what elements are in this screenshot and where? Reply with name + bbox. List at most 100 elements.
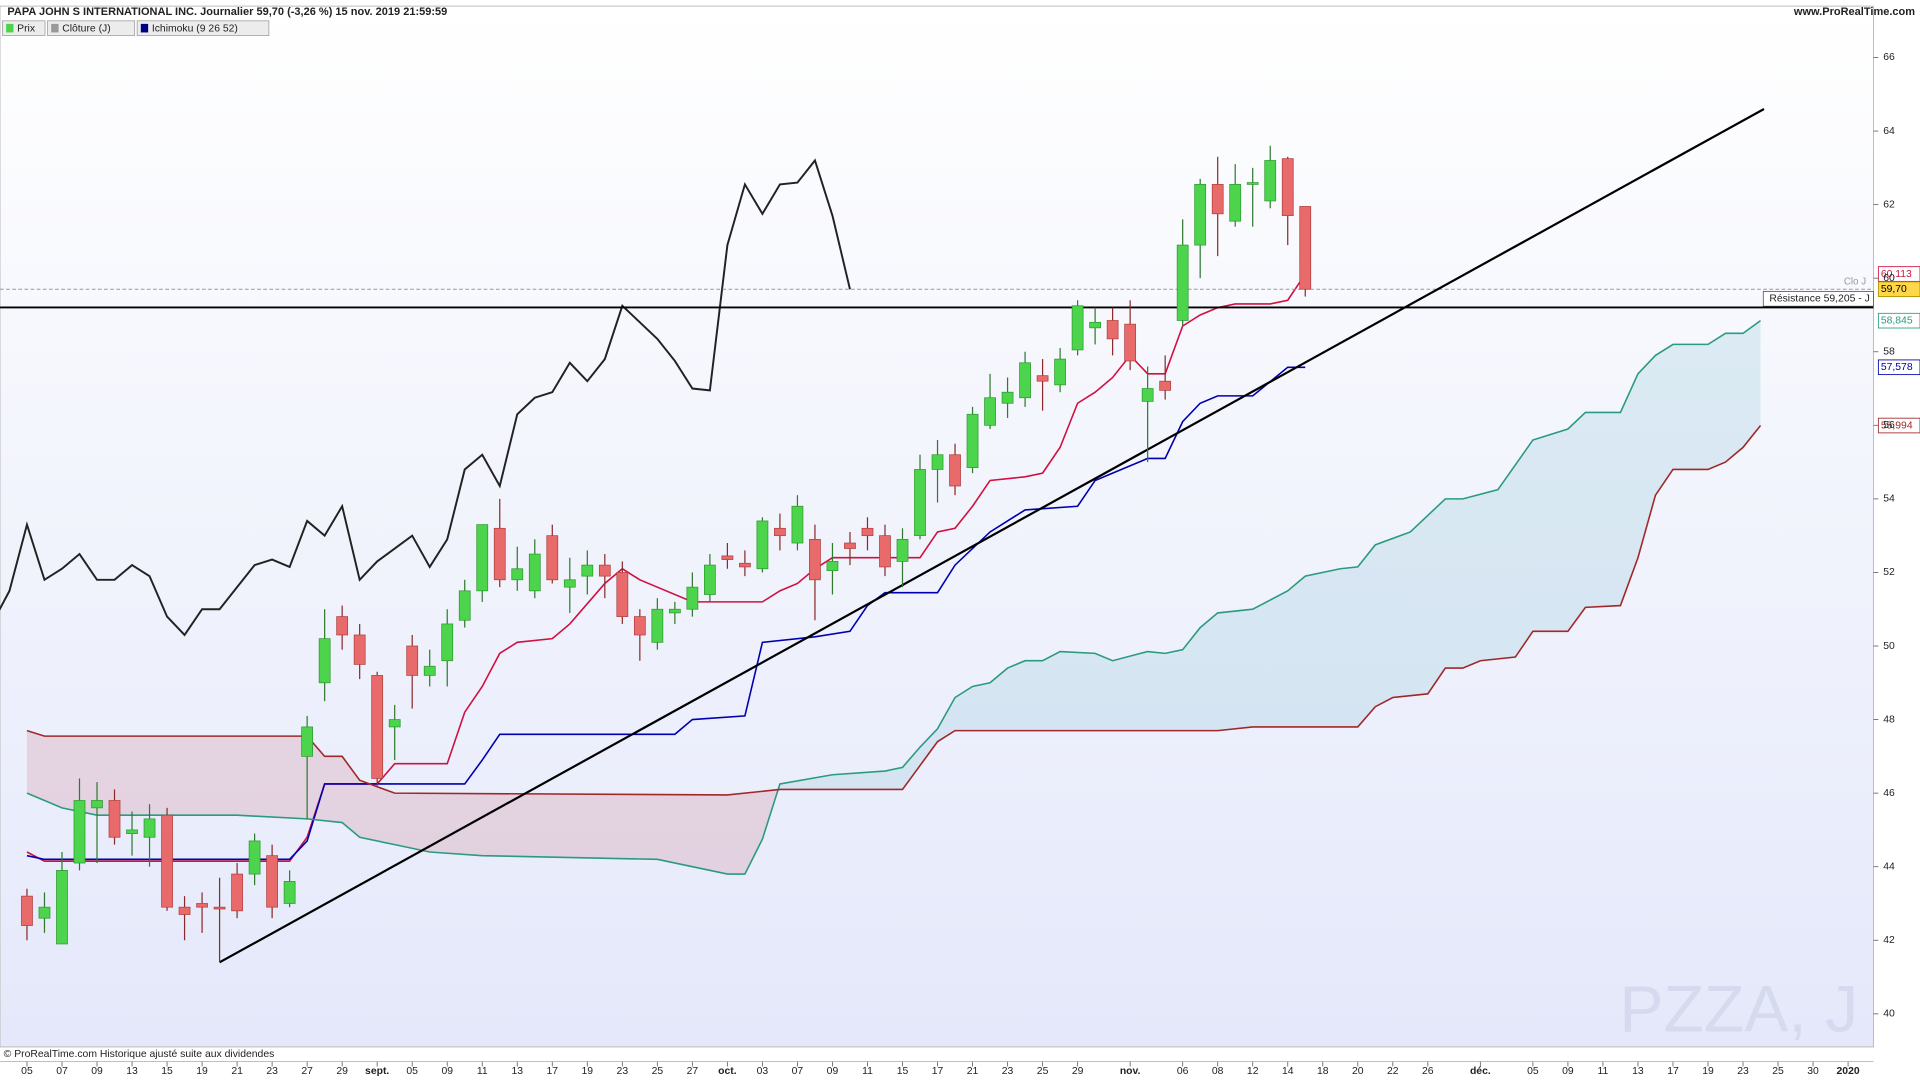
x-tick-label: 13 <box>126 1066 138 1077</box>
legend-item <box>136 20 270 36</box>
plot: PZZA, J Clo J <box>0 108 1874 1046</box>
value-tag <box>1877 359 1920 376</box>
x-tick-label: 07 <box>792 1066 804 1077</box>
x-tick-label: déc. <box>1470 1066 1491 1077</box>
x-tick-label: 25 <box>1772 1066 1784 1077</box>
y-tick-label: 64 <box>1883 126 1895 137</box>
candle-body <box>283 881 296 904</box>
candle-body <box>581 564 594 577</box>
candle-body <box>1299 206 1312 290</box>
candle-body <box>651 608 664 643</box>
x-tick-label: nov. <box>1120 1066 1141 1077</box>
x-tick-label: 25 <box>652 1066 664 1077</box>
candle-body <box>879 535 891 568</box>
x-tick-label: 23 <box>1002 1066 1014 1077</box>
candle-body <box>721 555 734 560</box>
legend-swatch <box>6 23 14 33</box>
candle-body <box>896 538 909 562</box>
x-tick-label: 09 <box>827 1066 839 1077</box>
x-tick-label: 12 <box>1247 1066 1259 1077</box>
y-tick-label: 60 <box>1883 273 1895 284</box>
y-tick-label: 46 <box>1883 788 1895 799</box>
y-tick-label: 40 <box>1883 1009 1895 1020</box>
candle-body <box>336 616 349 636</box>
candle-body <box>1036 375 1049 382</box>
candle-body <box>633 616 646 636</box>
candle-body <box>563 579 576 588</box>
candle-body <box>441 623 454 662</box>
candle-body <box>56 870 68 945</box>
x-tick-label: 22 <box>1387 1066 1399 1077</box>
ichimoku-line <box>26 425 1762 796</box>
candle-body <box>196 903 208 908</box>
x-tick-label: 23 <box>617 1066 629 1077</box>
candle-body <box>1089 321 1101 329</box>
candle-body <box>1141 388 1154 402</box>
y-tick-label: 66 <box>1883 52 1895 63</box>
candle-body <box>38 906 51 919</box>
candle-body <box>161 814 173 908</box>
candle-body <box>353 634 366 665</box>
ichimoku-line <box>26 366 1306 861</box>
x-tick-label: 17 <box>932 1066 944 1077</box>
footer: © ProRealTime.com Historique ajusté suit… <box>4 1049 275 1060</box>
value-tag <box>1877 281 1920 297</box>
y-tick-label: 62 <box>1883 199 1895 210</box>
candle-body <box>984 397 996 426</box>
candle-body <box>826 561 839 571</box>
x-tick-label: 29 <box>336 1066 348 1077</box>
x-tick-label: 13 <box>1632 1066 1644 1077</box>
candle-body <box>931 454 944 470</box>
candle-body <box>231 873 243 912</box>
candle-body <box>1019 362 1031 399</box>
x-tick-label: 06 <box>1177 1066 1189 1077</box>
x-tick-label: 09 <box>1562 1066 1574 1077</box>
candle-body <box>528 553 541 592</box>
x-tick-label: 26 <box>1422 1066 1434 1077</box>
x-tick-label: 21 <box>967 1066 979 1077</box>
candle-body <box>598 564 611 577</box>
candle-body <box>108 800 121 838</box>
candle-body <box>493 527 506 581</box>
x-tick-label: 25 <box>1037 1066 1049 1077</box>
candle-body <box>1001 391 1014 404</box>
y-tick-label: 42 <box>1883 935 1895 946</box>
candle-body <box>406 645 419 676</box>
x-tick-label: 11 <box>862 1066 873 1077</box>
legend-swatch <box>51 23 59 33</box>
chart-title: PAPA JOHN S INTERNATIONAL INC. Journalie… <box>7 6 447 18</box>
plot-area <box>0 5 1874 1048</box>
resistance-label-box <box>1762 291 1874 307</box>
x-tick-label: 17 <box>1667 1066 1679 1077</box>
x-tick-label: 09 <box>91 1066 103 1077</box>
candle-body <box>476 524 489 592</box>
candle-body <box>1159 380 1172 391</box>
candle-body <box>1246 182 1259 185</box>
x-tick-label: 03 <box>757 1066 769 1077</box>
y-tick-label: 54 <box>1883 494 1895 505</box>
candle-body <box>1106 320 1119 340</box>
candle-body <box>178 906 191 915</box>
candle-body <box>1281 158 1294 217</box>
y-tick-label: 48 <box>1883 714 1895 725</box>
overlay: Résistance 59,205 - J 60,113 57,578 58,845 5… <box>1762 266 1920 434</box>
x-tick-label: 29 <box>1072 1066 1084 1077</box>
candle-body <box>1211 184 1224 215</box>
resistance-label: Résistance 59,205 - J <box>1769 294 1870 305</box>
candle-body <box>861 527 874 537</box>
x-tick-label: 13 <box>511 1066 523 1077</box>
x-tick-label: 11 <box>477 1066 488 1077</box>
cloud <box>26 730 779 875</box>
x-tick-label: sept. <box>365 1066 389 1077</box>
candle-body <box>423 665 436 676</box>
ichimoku-line <box>26 320 1761 875</box>
x-tick-label: 30 <box>1807 1066 1819 1077</box>
candle-body <box>388 719 401 728</box>
candle-body <box>791 505 804 544</box>
x-tick-label: 11 <box>1598 1066 1609 1077</box>
x-tick-label: 27 <box>687 1066 699 1077</box>
candle-body <box>949 454 961 487</box>
x-tick-label: 07 <box>56 1066 68 1077</box>
value-tag-label: 60,113 <box>1881 269 1912 280</box>
